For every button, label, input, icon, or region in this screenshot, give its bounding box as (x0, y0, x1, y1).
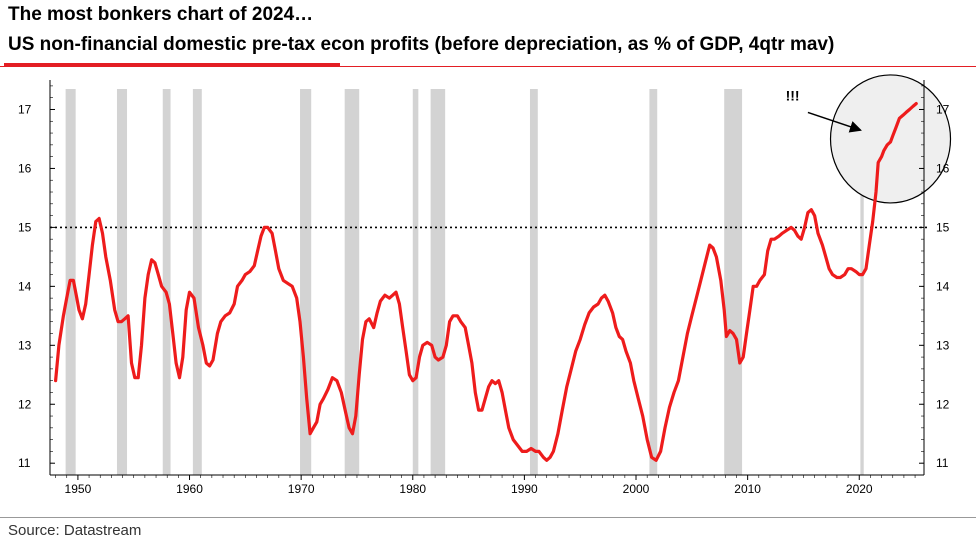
y-tick-label-right: 15 (936, 220, 950, 234)
recession-band (412, 89, 419, 475)
recession-band (300, 89, 312, 475)
title-rule (0, 66, 976, 67)
y-tick-label-left: 17 (18, 102, 32, 116)
recession-band (192, 89, 202, 475)
annotation-label: !!! (786, 88, 800, 104)
x-tick-label: 1950 (65, 482, 92, 496)
x-tick-label: 1980 (399, 482, 426, 496)
y-tick-label-right: 14 (936, 279, 950, 293)
y-tick-label-left: 13 (18, 338, 32, 352)
recession-band (344, 89, 360, 475)
recession-band (649, 89, 658, 475)
x-tick-label: 2020 (846, 482, 873, 496)
y-tick-label-left: 14 (18, 279, 32, 293)
y-tick-label-left: 12 (18, 397, 32, 411)
y-tick-label-right: 16 (936, 161, 950, 175)
y-tick-label-left: 16 (18, 161, 32, 175)
recession-band (724, 89, 743, 475)
recession-band (430, 89, 446, 475)
line-chart: 11 11 12 12 13 13 14 14 15 15 16 16 17 17 1950 1960 1970… (18, 74, 952, 496)
y-tick-label-right: 12 (936, 397, 950, 411)
y-tick-label-right: 11 (936, 456, 949, 470)
x-tick-label: 2010 (734, 482, 761, 496)
y-tick-label-right: 13 (936, 338, 950, 352)
chart-subtitle: US non-financial domestic pre-tax econ p… (8, 34, 835, 55)
y-tick-label-left: 15 (18, 220, 32, 234)
x-tick-label: 1990 (511, 482, 538, 496)
x-tick-label: 1970 (288, 482, 315, 496)
x-tick-label: 1960 (176, 482, 203, 496)
title-accent-bar (4, 63, 340, 67)
recession-band (860, 89, 864, 475)
y-tick-label-right: 17 (936, 102, 950, 116)
profits-series-line (53, 101, 918, 462)
recession-band (116, 89, 128, 475)
footer-rule (0, 517, 976, 518)
chart-title: The most bonkers chart of 2024… (8, 4, 314, 25)
y-tick-label-left: 11 (18, 456, 31, 470)
annotation-arrow (807, 111, 862, 133)
recession-band (162, 89, 171, 475)
x-tick-label: 2000 (623, 482, 650, 496)
recession-band (529, 89, 538, 475)
source-note: Source: Datastream (8, 522, 142, 539)
